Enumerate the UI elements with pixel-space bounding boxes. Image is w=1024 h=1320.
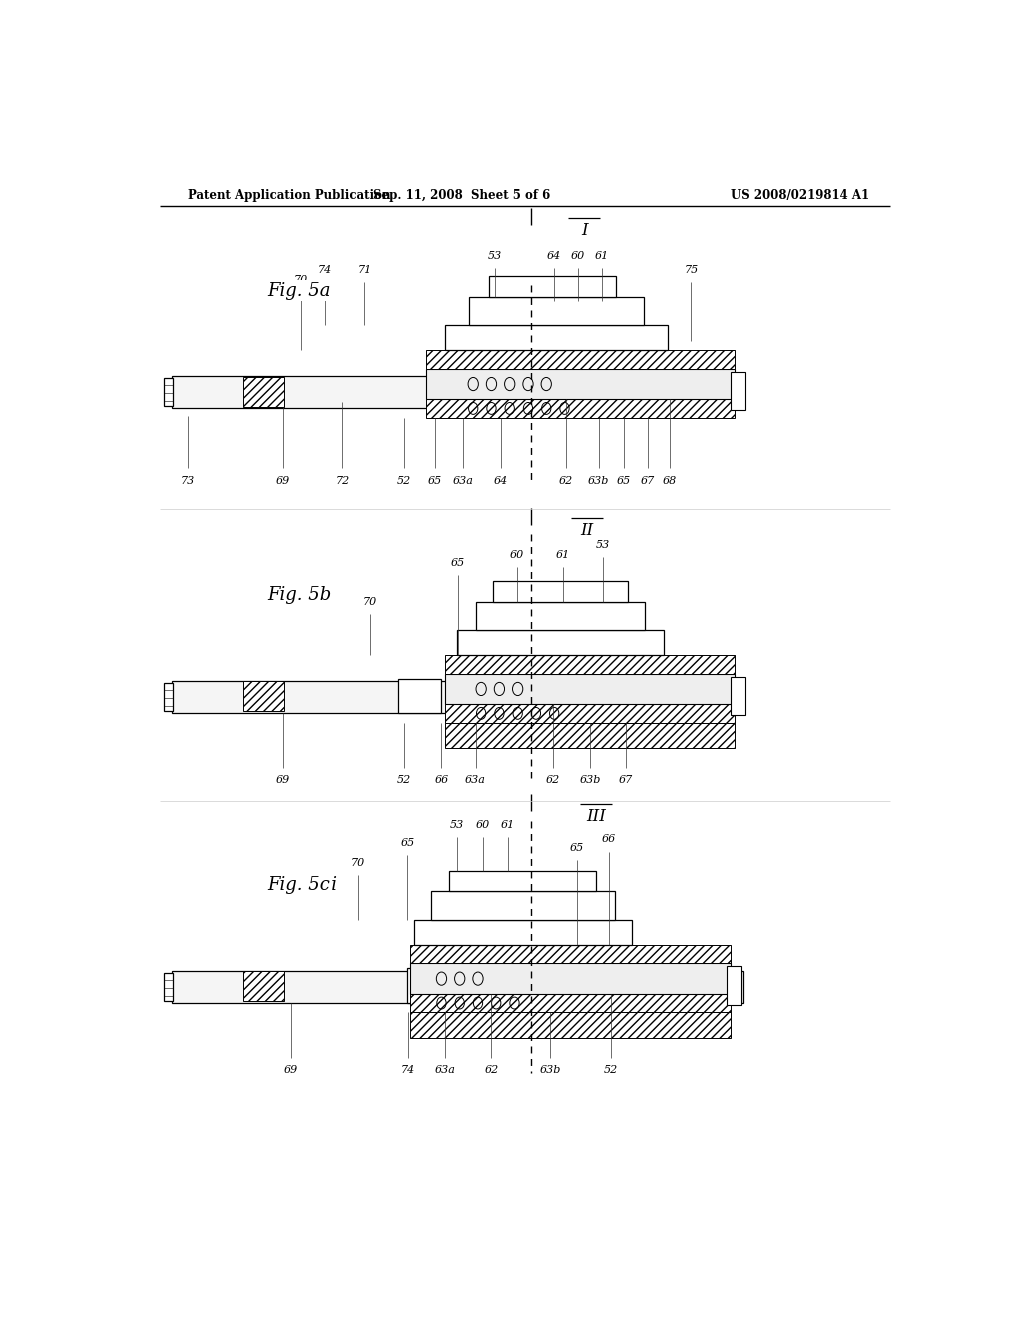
- Text: 68: 68: [663, 475, 677, 486]
- Text: 65: 65: [400, 837, 415, 847]
- Text: 63a: 63a: [465, 775, 486, 785]
- Bar: [475, 602, 645, 630]
- Bar: [426, 368, 735, 399]
- Text: 60: 60: [570, 251, 585, 261]
- Text: Fig. 5c: Fig. 5c: [267, 876, 330, 894]
- Bar: [426, 399, 735, 417]
- Text: 63b: 63b: [540, 1065, 561, 1074]
- Bar: [243, 681, 285, 711]
- Text: 52: 52: [397, 475, 412, 486]
- Bar: [731, 372, 745, 411]
- Text: 69: 69: [284, 1065, 298, 1074]
- Text: 70: 70: [351, 858, 366, 867]
- Text: 74: 74: [401, 1065, 416, 1074]
- Text: Fig. 5i: Fig. 5i: [267, 281, 326, 300]
- Text: 67: 67: [641, 475, 655, 486]
- Bar: [410, 994, 731, 1012]
- Text: 61: 61: [501, 820, 515, 830]
- Text: 52: 52: [603, 1065, 617, 1074]
- Text: 71: 71: [357, 265, 372, 276]
- Text: 63a: 63a: [435, 1065, 456, 1074]
- Text: 60: 60: [510, 550, 524, 560]
- Text: 65: 65: [616, 475, 631, 486]
- Bar: [458, 630, 664, 656]
- Text: 60: 60: [475, 820, 489, 830]
- Text: 66: 66: [434, 775, 449, 785]
- Text: 70: 70: [362, 597, 377, 607]
- Text: 72: 72: [335, 475, 349, 486]
- Text: 52: 52: [397, 775, 412, 785]
- Bar: [172, 970, 743, 1003]
- Bar: [445, 704, 735, 722]
- Text: III: III: [587, 808, 606, 825]
- Text: 65: 65: [451, 558, 465, 568]
- Text: 63b: 63b: [588, 475, 609, 486]
- Bar: [445, 656, 735, 673]
- Text: Fig. 5b: Fig. 5b: [267, 586, 331, 605]
- Bar: [243, 970, 285, 1001]
- Text: Fig. 5a: Fig. 5a: [267, 281, 331, 300]
- Text: 53: 53: [487, 251, 502, 261]
- Bar: [731, 677, 745, 715]
- Bar: [445, 722, 735, 748]
- Bar: [410, 945, 731, 964]
- Bar: [164, 682, 173, 711]
- Text: 70: 70: [294, 276, 308, 285]
- Bar: [445, 673, 735, 704]
- Text: 66: 66: [602, 834, 616, 845]
- Bar: [489, 276, 616, 297]
- Text: 69: 69: [275, 475, 290, 486]
- Bar: [172, 681, 739, 713]
- Text: 69: 69: [275, 775, 290, 785]
- Text: 62: 62: [484, 1065, 499, 1074]
- Bar: [397, 678, 441, 713]
- Bar: [445, 325, 668, 351]
- Bar: [727, 966, 741, 1005]
- Bar: [243, 378, 285, 408]
- Text: 64: 64: [494, 475, 508, 486]
- Text: 65: 65: [428, 475, 442, 486]
- Bar: [408, 969, 451, 1003]
- Bar: [172, 376, 743, 408]
- Text: 63a: 63a: [453, 475, 473, 486]
- Bar: [410, 1012, 731, 1038]
- Text: II: II: [580, 521, 593, 539]
- Text: 53: 53: [451, 820, 465, 830]
- Text: Sep. 11, 2008  Sheet 5 of 6: Sep. 11, 2008 Sheet 5 of 6: [373, 189, 550, 202]
- Text: Fig. 5iii: Fig. 5iii: [267, 876, 337, 894]
- Text: I: I: [581, 222, 588, 239]
- Text: 65: 65: [570, 842, 585, 853]
- Text: Fig. 5ii: Fig. 5ii: [267, 586, 331, 605]
- Text: Patent Application Publication: Patent Application Publication: [187, 189, 390, 202]
- Text: US 2008/0219814 A1: US 2008/0219814 A1: [731, 189, 869, 202]
- Text: 74: 74: [317, 265, 332, 276]
- Bar: [164, 973, 173, 1001]
- Bar: [450, 871, 596, 891]
- Text: 61: 61: [595, 251, 609, 261]
- Text: 61: 61: [556, 550, 570, 560]
- Text: 64: 64: [547, 251, 561, 261]
- Text: 63b: 63b: [580, 775, 600, 785]
- Bar: [494, 581, 628, 602]
- Text: 73: 73: [180, 475, 195, 486]
- Text: 67: 67: [618, 775, 633, 785]
- Text: 62: 62: [559, 475, 573, 486]
- Bar: [414, 920, 632, 945]
- Bar: [469, 297, 644, 325]
- Bar: [164, 378, 173, 407]
- Text: 62: 62: [546, 775, 560, 785]
- Text: 53: 53: [595, 540, 609, 549]
- Bar: [426, 351, 735, 368]
- Text: 75: 75: [684, 265, 698, 276]
- Bar: [410, 964, 731, 994]
- Bar: [431, 891, 615, 920]
